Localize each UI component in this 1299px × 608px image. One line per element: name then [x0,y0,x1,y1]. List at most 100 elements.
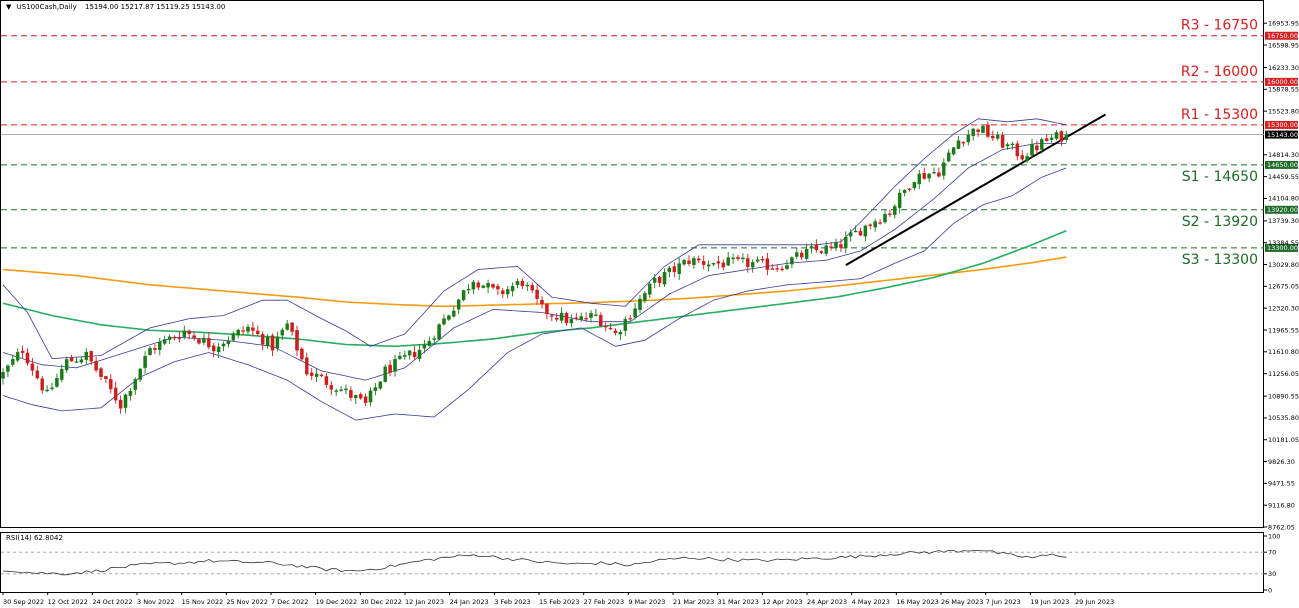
candle-up [648,283,652,295]
candle-up [785,265,789,270]
candle-up [226,340,231,344]
header-symbol: ▼ US100Cash,Daily 15194.00 15217.87 1511… [6,3,225,11]
candle-down [530,284,534,291]
candle-up [216,346,221,353]
candle-up [633,308,637,318]
candle-up [951,147,956,155]
x-tick-label: 3 Feb 2023 [494,598,530,606]
y-tick-label: 11965.55 [1268,326,1299,334]
candle-up [848,232,853,237]
rsi-frame [0,532,1264,593]
y-tick-label: 10890.55 [1268,392,1299,400]
candle-up [133,379,138,390]
candle-up [74,361,79,363]
y-tick-label: 16233.30 [1268,64,1299,72]
candle-up [368,390,373,403]
y-tick-label: 12675.05 [1268,283,1299,291]
candle-up [682,260,686,265]
candle-down [697,258,701,261]
candle-down [672,266,677,273]
level-price-tag [1265,77,1298,86]
candle-down [868,224,873,227]
candle-down [109,379,113,390]
candle-up [15,351,20,361]
level-price-tag [1265,120,1298,129]
candle-up [236,329,240,336]
x-tick-label: 12 Apr 2023 [762,598,802,606]
current-price-tag-text: 15143.00 [1267,131,1298,139]
candle-up [873,221,877,228]
candle-up [466,288,471,291]
level-price-tag [1265,243,1298,252]
level-price-tag-text: 14650.00 [1267,161,1298,169]
candle-up [143,356,147,368]
x-tick-label: 3 Nov 2022 [137,598,175,606]
candle-down [746,258,750,267]
candle-down [721,262,726,268]
x-tick-label: 16 May 2023 [896,598,938,606]
candle-down [324,376,329,385]
candle-up [437,324,441,340]
candle-up [1054,132,1059,139]
x-tick-label: 27 Feb 2023 [584,598,624,606]
candle-down [961,142,966,144]
bollinger-upper-line [2,118,1067,360]
candle-down [814,244,819,251]
candle-down [858,230,863,236]
main-panel [0,0,1264,593]
candle-down [888,213,892,215]
candle-down [207,337,211,348]
ma-green-line [2,229,1067,348]
candle-up [726,257,730,266]
candle-up [897,192,902,208]
candle-up [1064,134,1069,141]
candle-down [564,313,569,324]
candle-down [574,317,579,319]
candle-up [422,344,427,349]
candle-up [1010,143,1015,146]
candle-up [795,252,799,257]
candle-down [329,385,334,390]
candle-up [344,388,348,391]
candle-up [403,355,407,357]
candle-up [515,281,520,286]
y-tick-label: 9116.80 [1268,501,1295,509]
candle-down [251,327,255,331]
candle-down [20,350,25,353]
candle-up [510,286,515,292]
candle-down [104,376,108,380]
x-tick-label: 21 Mar 2023 [673,598,714,606]
y-tick-label: 14814.30 [1268,151,1299,159]
candle-down [35,370,40,379]
y-tick-label: 13029.80 [1268,261,1299,269]
y-tick-label: 16598.95 [1268,41,1299,49]
candle-down [211,345,216,352]
candle-down [300,348,304,360]
candle-down [295,330,299,351]
x-tick-label: 29 Jun 2023 [1075,598,1114,606]
candle-up [917,173,922,185]
candle-down [991,135,995,139]
candle-down [937,172,941,177]
x-tick-label: 31 Mar 2023 [718,598,759,606]
candle-up [809,246,814,249]
level-price-tag-text: 13300.00 [1267,244,1298,252]
candle-up [79,359,84,363]
candle-up [932,172,936,174]
candle-up [339,389,343,391]
candle-down [30,363,35,371]
x-tick-label: 25 Nov 2022 [226,598,268,606]
candle-up [883,213,887,223]
candle-down [701,261,706,265]
candle-down [922,173,926,179]
candle-up [221,343,226,347]
candle-down [319,374,324,377]
candle-up [486,283,490,288]
candle-up [452,310,456,317]
candle-up [623,319,628,331]
candle-down [197,339,201,344]
candle-up [1040,139,1044,150]
candle-up [706,264,711,267]
candle-up [692,258,696,265]
candle-up [334,390,338,392]
